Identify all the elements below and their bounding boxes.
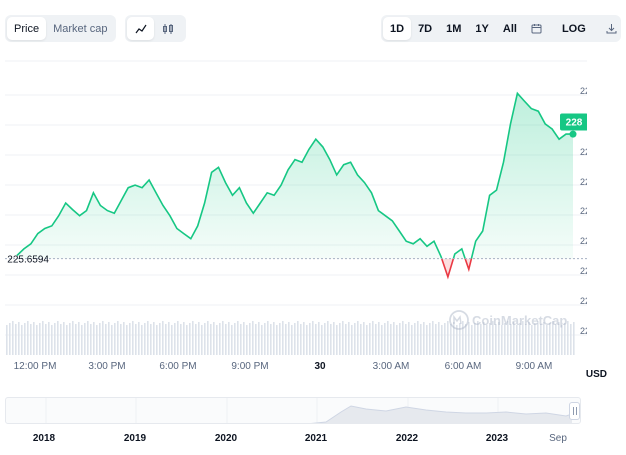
- download-icon[interactable]: [599, 17, 624, 40]
- range-1y[interactable]: 1Y: [475, 22, 489, 35]
- baseline-label: 225.6594: [7, 255, 49, 266]
- x-tick-label: 3:00 AM: [372, 361, 410, 372]
- x-tick-label: 6:00 AM: [444, 361, 482, 372]
- log-scale-button[interactable]: LOG: [561, 22, 586, 35]
- navigator-handle[interactable]: [569, 402, 580, 420]
- price-chart-svg: 225.6594 229 228 228 227 227 226 226 225 225 Coi…: [5, 60, 595, 355]
- navigator-year-label: 2023: [485, 433, 509, 444]
- y-tick-label: 226: [580, 236, 587, 246]
- navigator-year-label: 2019: [123, 433, 147, 444]
- line-chart-icon[interactable]: [127, 17, 154, 40]
- svg-text:228: 228: [566, 118, 583, 129]
- price-chart[interactable]: 225.6594 229 228 228 227 227 226 226 225 225 Coi…: [5, 60, 595, 355]
- x-tick-label: 12:00 PM: [13, 361, 57, 372]
- y-tick-label: 229: [580, 86, 587, 96]
- navigator-year-label: Sep: [549, 433, 567, 444]
- svg-text:CoinMarketCap: CoinMarketCap: [472, 313, 567, 328]
- candlestick-icon[interactable]: [154, 17, 181, 40]
- y-tick-label: 226: [580, 266, 587, 276]
- currency-label: USD: [585, 369, 607, 380]
- watermark: CoinMarketCap: [449, 310, 567, 330]
- volume-bars: [6, 321, 575, 355]
- price-area-up: [17, 93, 573, 259]
- market-cap-tab[interactable]: Market cap: [53, 22, 108, 35]
- navigator-year-label: 2020: [214, 433, 238, 444]
- current-price-dot: [569, 130, 577, 138]
- y-tick-label: 227: [580, 206, 587, 216]
- navigator-year-label: 2018: [32, 433, 56, 444]
- range-all[interactable]: All: [502, 22, 517, 35]
- range-toggle: 1D 7D 1M 1Y All LOG: [381, 15, 621, 42]
- chart-toolbar: Price Market cap 1D 7D 1M 1Y All LOG: [5, 15, 621, 43]
- time-navigator[interactable]: [5, 397, 581, 424]
- range-7d[interactable]: 7D: [418, 22, 433, 35]
- current-price-tag: 228: [560, 113, 588, 131]
- range-1d[interactable]: 1D: [383, 17, 412, 40]
- calendar-icon[interactable]: [524, 17, 549, 40]
- x-tick-label: 6:00 PM: [159, 361, 197, 372]
- price-tab[interactable]: Price: [7, 17, 47, 40]
- y-tick-label: 228: [580, 147, 587, 157]
- price-line-up: [16, 91, 573, 259]
- x-tick-label: 9:00 AM: [515, 361, 553, 372]
- navigator-sparkline: [45, 398, 573, 423]
- x-tick-label: 3:00 PM: [88, 361, 126, 372]
- y-tick-label: 227: [580, 177, 587, 187]
- y-tick-label: 225: [580, 296, 587, 306]
- metric-toggle: Price Market cap: [5, 15, 116, 42]
- navigator-year-label: 2022: [395, 433, 419, 444]
- range-1m[interactable]: 1M: [446, 22, 462, 35]
- navigator-year-label: 2021: [304, 433, 328, 444]
- x-tick-label: 9:00 PM: [231, 361, 269, 372]
- x-tick-label: 30: [314, 361, 326, 372]
- y-tick-label: 225: [580, 326, 587, 336]
- chart-type-toggle: [125, 15, 186, 42]
